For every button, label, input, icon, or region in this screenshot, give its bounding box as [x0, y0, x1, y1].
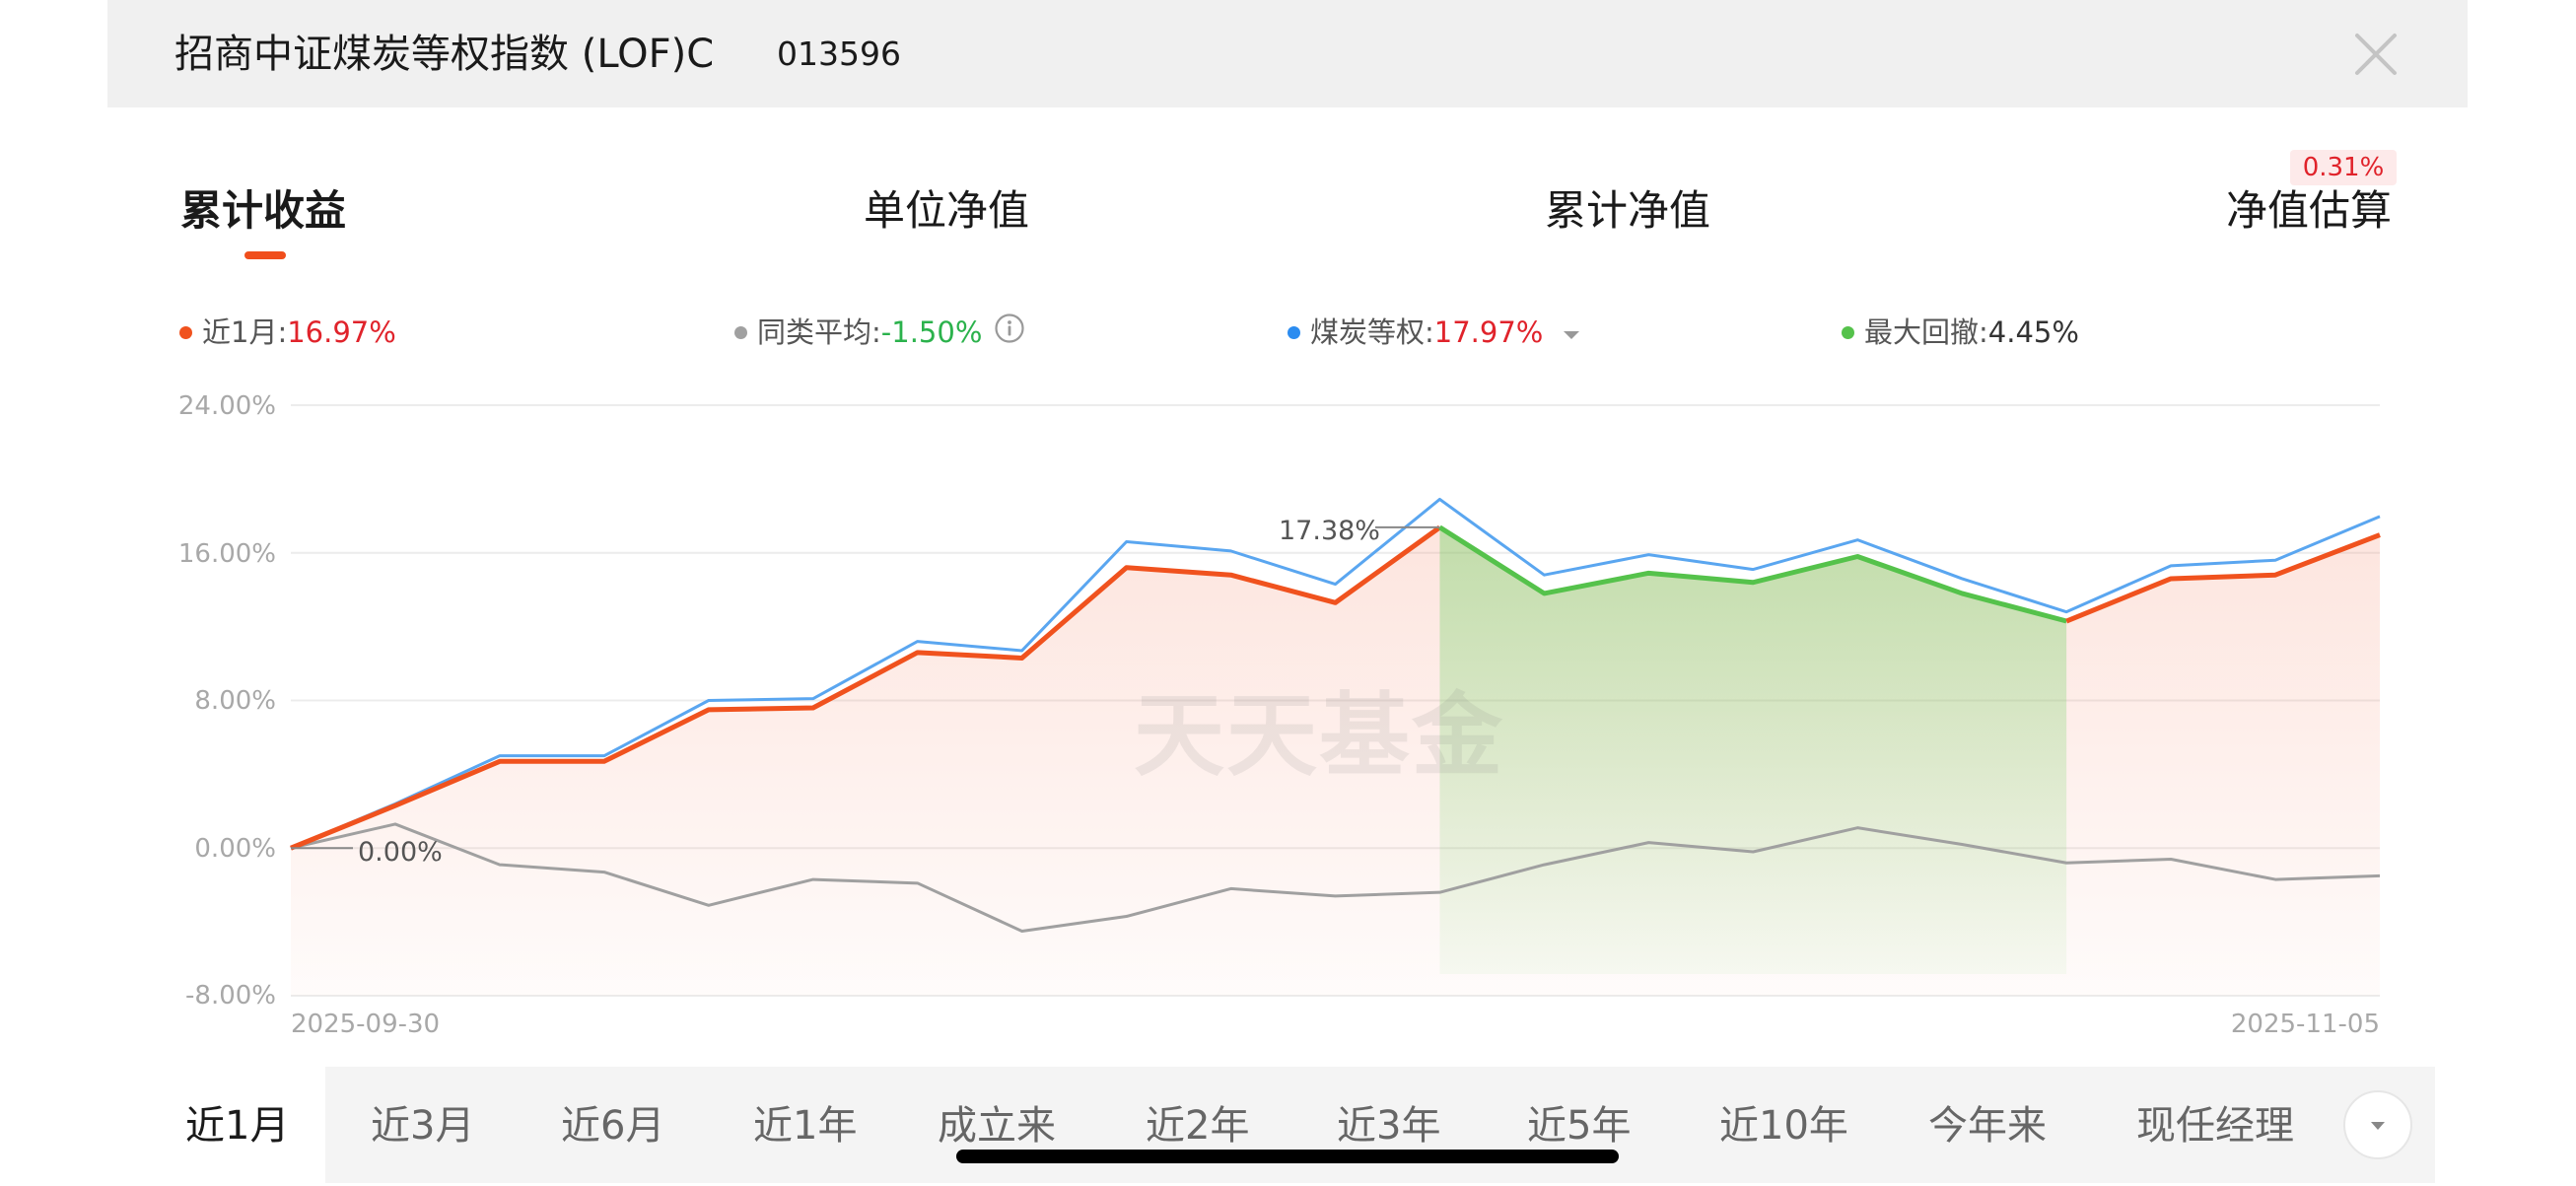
legend-value-fund: 16.97% — [287, 315, 396, 349]
legend-name-benchmark: 煤炭等权: — [1310, 315, 1434, 349]
legend-item-peer-average: 同类平均:-1.50% — [734, 313, 1025, 353]
legend-dot-peer — [734, 325, 747, 339]
period-current-manager[interactable]: 现任经理 — [2136, 1103, 2294, 1149]
tab-cumulative-nav[interactable]: 累计净值 — [1545, 186, 1711, 235]
active-tab-indicator — [244, 251, 286, 259]
period-3-months[interactable]: 近3月 — [371, 1103, 475, 1149]
drawdown-area-fill — [1439, 526, 2067, 974]
x-start-label: 2025-09-30 — [291, 1010, 440, 1039]
legend-name-drawdown: 最大回撤: — [1864, 315, 1988, 349]
fund-return-line — [2065, 532, 2381, 624]
legend-item-fund: 近1月:16.97% — [179, 314, 396, 351]
tab-nav-estimate[interactable]: 净值估算 — [2226, 186, 2393, 235]
estimate-badge: 0.31% — [2290, 150, 2397, 185]
period-2-years[interactable]: 近2年 — [1146, 1103, 1250, 1149]
tab-cumulative-return[interactable]: 累计收益 — [180, 186, 347, 235]
x-end-label: 2025-11-05 — [2231, 1010, 2380, 1039]
info-icon[interactable] — [994, 313, 1025, 353]
peak-value-label: 17.38% — [1279, 516, 1380, 546]
header-bar: 招商中证煤炭等权指数 (LOF)C 013596 — [107, 0, 2468, 107]
period-since-inception[interactable]: 成立来 — [938, 1103, 1056, 1149]
y-tick-label: 24.00% — [178, 391, 276, 421]
y-tick-label: 8.00% — [194, 686, 276, 716]
legend-value-drawdown: 4.45% — [1987, 315, 2079, 349]
legend-name-peer: 同类平均: — [757, 315, 881, 349]
y-tick-label: -8.00% — [185, 981, 276, 1011]
period-year-to-date[interactable]: 今年来 — [1928, 1103, 2047, 1149]
home-indicator[interactable] — [956, 1150, 1619, 1163]
legend-value-peer: -1.50% — [880, 315, 983, 349]
benchmark-line — [290, 497, 2381, 850]
period-selector — [325, 1067, 2435, 1183]
close-button[interactable] — [2345, 24, 2406, 85]
y-axis-ticks: 24.00% 16.00% 8.00% 0.00% -8.00% — [178, 391, 276, 1011]
tab-unit-nav[interactable]: 单位净值 — [864, 186, 1030, 235]
legend-item-max-drawdown: 最大回撤:4.45% — [1842, 314, 2079, 351]
chart-annotations: 17.38% 0.00% — [291, 516, 1440, 868]
fund-title: 招商中证煤炭等权指数 (LOF)C — [174, 32, 715, 77]
watermark-logo: 天天基金 — [1134, 682, 1505, 789]
legend-name-fund: 近1月: — [202, 315, 288, 349]
period-3-years[interactable]: 近3年 — [1337, 1103, 1441, 1149]
legend-dot-benchmark — [1288, 325, 1300, 339]
period-1-month[interactable]: 近1月 — [185, 1103, 290, 1149]
drawdown-line — [1438, 524, 2067, 624]
period-6-months[interactable]: 近6月 — [561, 1103, 665, 1149]
performance-chart[interactable]: 24.00% 16.00% 8.00% 0.00% -8.00% 17.38% … — [0, 0, 2576, 1055]
fund-code: 013596 — [777, 35, 901, 73]
fund-return-line — [290, 524, 1441, 851]
start-value-label: 0.00% — [358, 837, 443, 868]
legend-value-benchmark: 17.97% — [1433, 315, 1544, 349]
legend-dot-drawdown — [1842, 325, 1854, 339]
caret-down-icon[interactable] — [1563, 313, 1580, 350]
close-icon — [2355, 34, 2397, 75]
legend-item-benchmark[interactable]: 煤炭等权:17.97% — [1288, 314, 1580, 351]
more-periods-button[interactable] — [2343, 1090, 2412, 1159]
chart-lines — [290, 497, 2381, 933]
chevron-down-icon — [2371, 1122, 2385, 1130]
legend-dot-fund — [179, 325, 192, 339]
y-tick-label: 0.00% — [194, 834, 276, 864]
y-tick-label: 16.00% — [178, 539, 276, 569]
peer-average-line — [290, 822, 2381, 933]
period-1-year[interactable]: 近1年 — [753, 1103, 858, 1149]
period-10-years[interactable]: 近10年 — [1719, 1103, 1848, 1149]
period-5-years[interactable]: 近5年 — [1527, 1103, 1632, 1149]
